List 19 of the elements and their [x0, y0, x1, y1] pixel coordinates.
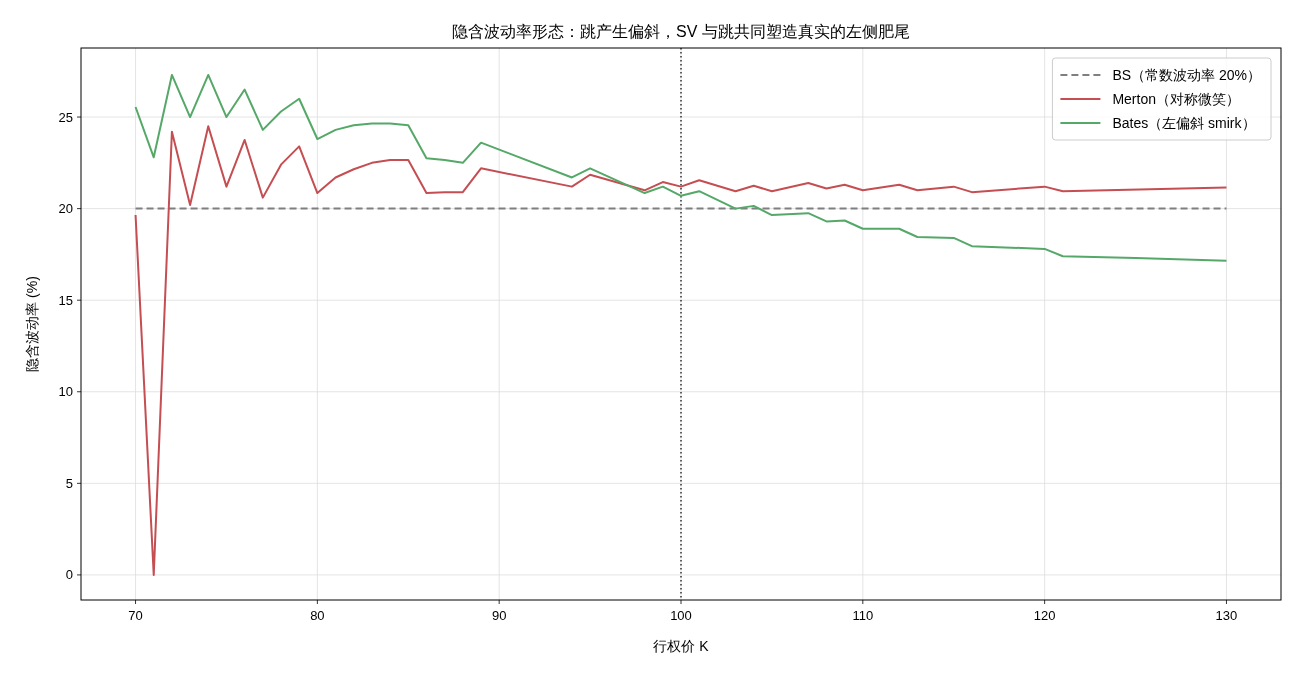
- y-tick-label: 0: [65, 567, 73, 583]
- x-tick-label: 100: [670, 608, 692, 623]
- y-tick-label: 25: [58, 109, 73, 125]
- chart-title: 隐含波动率形态：跳产生偏斜，SV 与跳共同塑造真实的左侧肥尾: [452, 23, 910, 40]
- x-tick-label: 90: [491, 608, 507, 623]
- legend-label: BS（常数波动率 20%）: [1112, 67, 1261, 83]
- legend-label: Bates（左偏斜 smirk）: [1112, 115, 1256, 131]
- x-tick-label: 130: [1215, 608, 1238, 623]
- y-tick-label: 5: [65, 475, 73, 491]
- y-tick-label: 15: [58, 292, 73, 308]
- x-tick-label: 70: [128, 608, 143, 623]
- x-tick-label: 120: [1033, 608, 1056, 623]
- y-tick-label: 10: [58, 384, 73, 400]
- y-axis-title: 隐含波动率 (%): [24, 276, 40, 372]
- y-tick-label: 20: [58, 201, 73, 217]
- x-tick-label: 80: [310, 608, 325, 623]
- x-tick-label: 110: [852, 608, 874, 623]
- x-axis-title: 行权价 K: [653, 638, 710, 654]
- legend-label: Merton（对称微笑）: [1112, 91, 1240, 107]
